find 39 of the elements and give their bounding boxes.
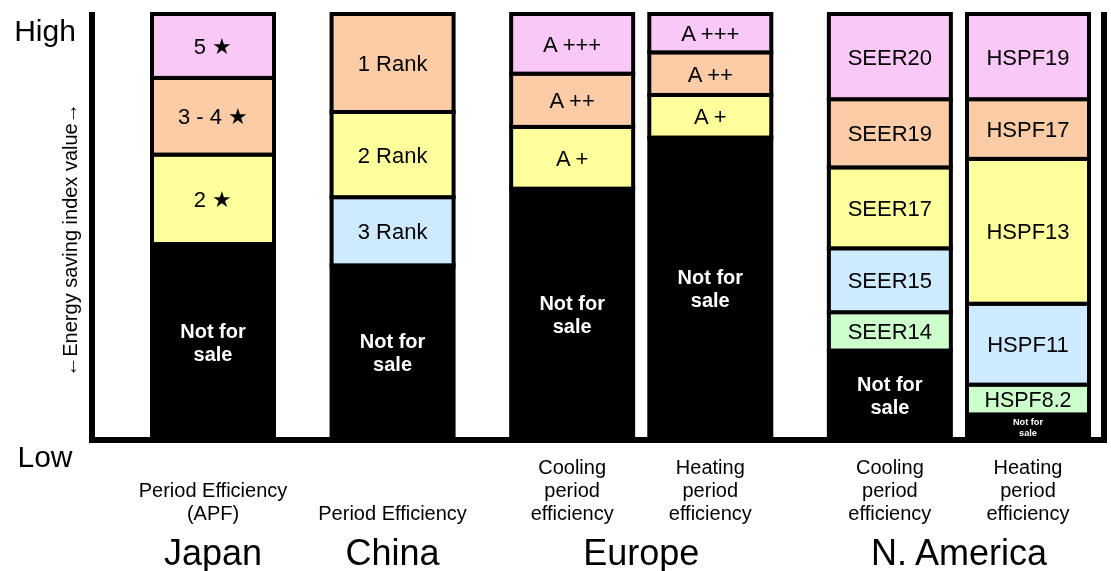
annotation: A ++ (687, 61, 733, 87)
annotation: 3 - 4 ★ (177, 103, 249, 129)
annotation: A + (555, 145, 589, 171)
annotation: A +++ (681, 20, 740, 46)
annotation: Not for sale (359, 330, 426, 376)
annotation: HSPF8.2 (984, 387, 1072, 412)
annotation: Not for sale (857, 372, 923, 418)
x-tick-label: Cooling period efficiency (530, 456, 614, 524)
annotation: SEER14 (847, 318, 933, 344)
x-tick-label: Period Efficiency (318, 502, 467, 524)
text: China (345, 531, 441, 571)
annotation: SEER15 (847, 267, 933, 293)
annotation: A +++ (543, 31, 602, 57)
annotation: Not for sale (1012, 416, 1044, 438)
text: Low (17, 439, 73, 473)
annotation: Not for sale (677, 266, 744, 312)
x-tick-label: Heating period efficiency (668, 456, 752, 524)
annotation: SEER19 (847, 120, 933, 146)
annotation: HSPF17 (986, 116, 1070, 142)
text: High (14, 13, 76, 47)
x-tick-label: Period Efficiency (APF) (138, 479, 288, 524)
annotation: 2 ★ (193, 186, 233, 212)
annotation: 2 Rank (357, 142, 429, 168)
annotation: HSPF13 (986, 218, 1070, 244)
annotation: SEER20 (847, 44, 933, 70)
annotation: SEER17 (847, 195, 933, 221)
annotation: HSPF19 (986, 44, 1070, 70)
x-tick-label: Cooling period efficiency (848, 456, 932, 524)
annotation: A + (694, 103, 727, 129)
annotation: 1 Rank (357, 50, 429, 76)
annotation: 5 ★ (193, 33, 233, 59)
x-tick-label: Heating period efficiency (986, 456, 1070, 524)
annotation: Not for sale (180, 319, 246, 365)
y-axis-title: ←Energy saving index value→ (59, 103, 81, 377)
annotation: Not for sale (539, 291, 606, 337)
annotation: HSPF11 (987, 331, 1069, 357)
text: N. America (870, 531, 1048, 571)
annotation: 3 Rank (357, 218, 429, 244)
annotation: A ++ (549, 87, 595, 113)
